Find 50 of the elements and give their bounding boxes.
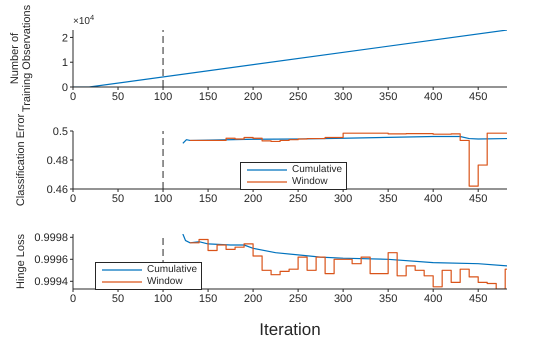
y-tick-label: 0.9996 [34, 254, 68, 266]
x-tick-label: 100 [154, 192, 172, 205]
x-tick-label: 450 [469, 292, 488, 305]
x-tick-label: 100 [154, 90, 172, 103]
x-tick-label: 0 [70, 292, 76, 305]
x-tick-label: 0 [70, 90, 76, 103]
y-tick-label: 0.46 [46, 184, 68, 196]
x-tick-label: 350 [378, 90, 398, 103]
x-tick-label: 150 [198, 292, 218, 305]
y-tick-label: 0.48 [46, 154, 68, 167]
x-tick-label: 400 [424, 90, 442, 103]
y-tick-label: 2 [62, 32, 68, 44]
x-tick-label: 300 [334, 292, 352, 305]
x-tick-label: 350 [378, 192, 398, 205]
x-tick-label: 250 [288, 292, 308, 305]
x-tick-label: 350 [378, 292, 398, 305]
x-tick-label: 250 [288, 192, 308, 205]
line-series [182, 136, 507, 144]
line-series [182, 234, 507, 266]
x-tick-label: 400 [424, 292, 442, 305]
y-tick-label: 0 [62, 82, 68, 94]
legend-label: Cumulative [292, 164, 342, 176]
x-tick-label: 200 [244, 90, 262, 103]
x-tick-label: 50 [112, 90, 124, 103]
x-tick-label: 300 [334, 192, 352, 205]
x-axis-title: Iteration [259, 320, 321, 337]
legend-label: Cumulative [147, 264, 198, 276]
x-tick-label: 450 [469, 192, 488, 205]
x-tick-label: 150 [198, 90, 218, 103]
y-tick-label: 0.9994 [34, 276, 68, 288]
legend-label: Window [292, 176, 328, 188]
y-tick-label: 1 [62, 57, 68, 70]
x-tick-label: 150 [198, 192, 218, 205]
x-tick-label: 50 [112, 292, 124, 305]
y-axis-title: Classification Error [15, 114, 27, 206]
legend-label: Window [147, 276, 183, 288]
x-tick-label: 250 [288, 90, 308, 103]
x-tick-label: 300 [334, 90, 352, 103]
x-tick-label: 0 [70, 192, 76, 205]
x-tick-label: 50 [112, 192, 124, 205]
x-tick-label: 450 [469, 90, 488, 103]
x-tick-label: 400 [424, 192, 442, 205]
y-axis-title: Hinge Loss [15, 233, 27, 290]
x-tick-label: 200 [244, 192, 262, 205]
y-tick-label: 0.9998 [34, 232, 68, 244]
y-tick-label: 0.5 [52, 126, 68, 138]
y-axis-title: Number of Training Observations [9, 4, 33, 112]
x-tick-label: 200 [244, 292, 262, 305]
text: ×10$^{4}$ [73, 12, 94, 27]
x-tick-label: 100 [154, 292, 172, 305]
